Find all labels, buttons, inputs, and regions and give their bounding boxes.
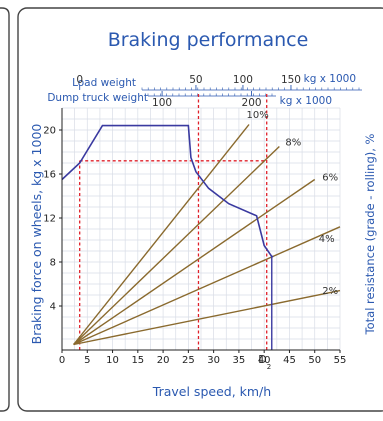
x-tick-label: 15: [131, 355, 144, 366]
dump-weight-tick-label: 100: [152, 97, 172, 109]
resistance-line-4%: [73, 226, 341, 346]
dump-weight-label: Dump truck weight: [47, 92, 148, 104]
x-tick-label: 10: [106, 355, 119, 366]
dump-weight-tick-label: 200: [242, 97, 262, 109]
resistance-line-10%: [73, 124, 250, 345]
x-tick-label: 40: [258, 355, 271, 366]
resistance-label-10%: 10%: [246, 110, 268, 121]
dump-weight-unit: kg x 1000: [280, 95, 332, 107]
load-weight-scale: 0 50 100 150: [76, 74, 362, 91]
y-tick-label: 12: [43, 214, 56, 225]
left-panel-edge: [0, 7, 10, 412]
y-tick-label: 8: [50, 258, 56, 269]
load-weight-tick-label: 50: [189, 74, 202, 86]
x-tick-label: 5: [84, 355, 90, 366]
x-tick-label: 30: [207, 355, 220, 366]
y-axis-label: Braking force on wheels, kg x 1000: [29, 124, 44, 345]
dump-weight-scale: 100 200: [147, 91, 276, 109]
x-tick-label: 45: [283, 355, 296, 366]
load-weight-unit: kg x 1000: [304, 73, 356, 85]
y-tick-label: 20: [43, 126, 56, 137]
resistance-label-8%: 8%: [285, 137, 301, 148]
operating-point-subscript: 2: [267, 363, 271, 371]
operating-point-label: D: [258, 353, 266, 366]
load-weight-tick-label: 150: [281, 74, 301, 86]
x-tick-label: 55: [334, 355, 347, 366]
resistance-label-2%: 2%: [322, 286, 338, 297]
load-weight-tick-label: 0: [76, 74, 83, 86]
x-axis-label: Travel speed, km/h: [152, 384, 271, 399]
x-tick-label: 25: [182, 355, 195, 366]
load-weight-tick-label: 100: [233, 74, 253, 86]
x-tick-label: 50: [308, 355, 321, 366]
y2-axis-label: Total resistance (grade - rolling), %: [363, 133, 377, 335]
resistance-label-6%: 6%: [322, 173, 338, 184]
resistance-line-8%: [73, 145, 280, 346]
y-tick-label: 16: [43, 170, 56, 181]
load-weight-label: Load weight: [72, 77, 136, 89]
braking-performance-curve: [61, 124, 274, 258]
plot-area: 10% 8% 6% 4% 2% 0 5 10 15 20 25 30 35 40 45 50 55 4 8 12 16 2…: [43, 91, 347, 371]
resistance-line-2%: [73, 289, 341, 346]
x-tick-label: 0: [59, 355, 65, 366]
y-tick-label: 4: [50, 302, 56, 313]
panel-border: [17, 7, 383, 412]
resistance-label-4%: 4%: [319, 234, 335, 245]
top-scales: Load weight kg x 1000 Dump truck weight …: [47, 73, 362, 109]
chart-title: Braking performance: [108, 29, 309, 51]
x-tick-label: 20: [157, 355, 170, 366]
resistance-line-6%: [73, 178, 316, 346]
x-tick-label: 35: [233, 355, 246, 366]
